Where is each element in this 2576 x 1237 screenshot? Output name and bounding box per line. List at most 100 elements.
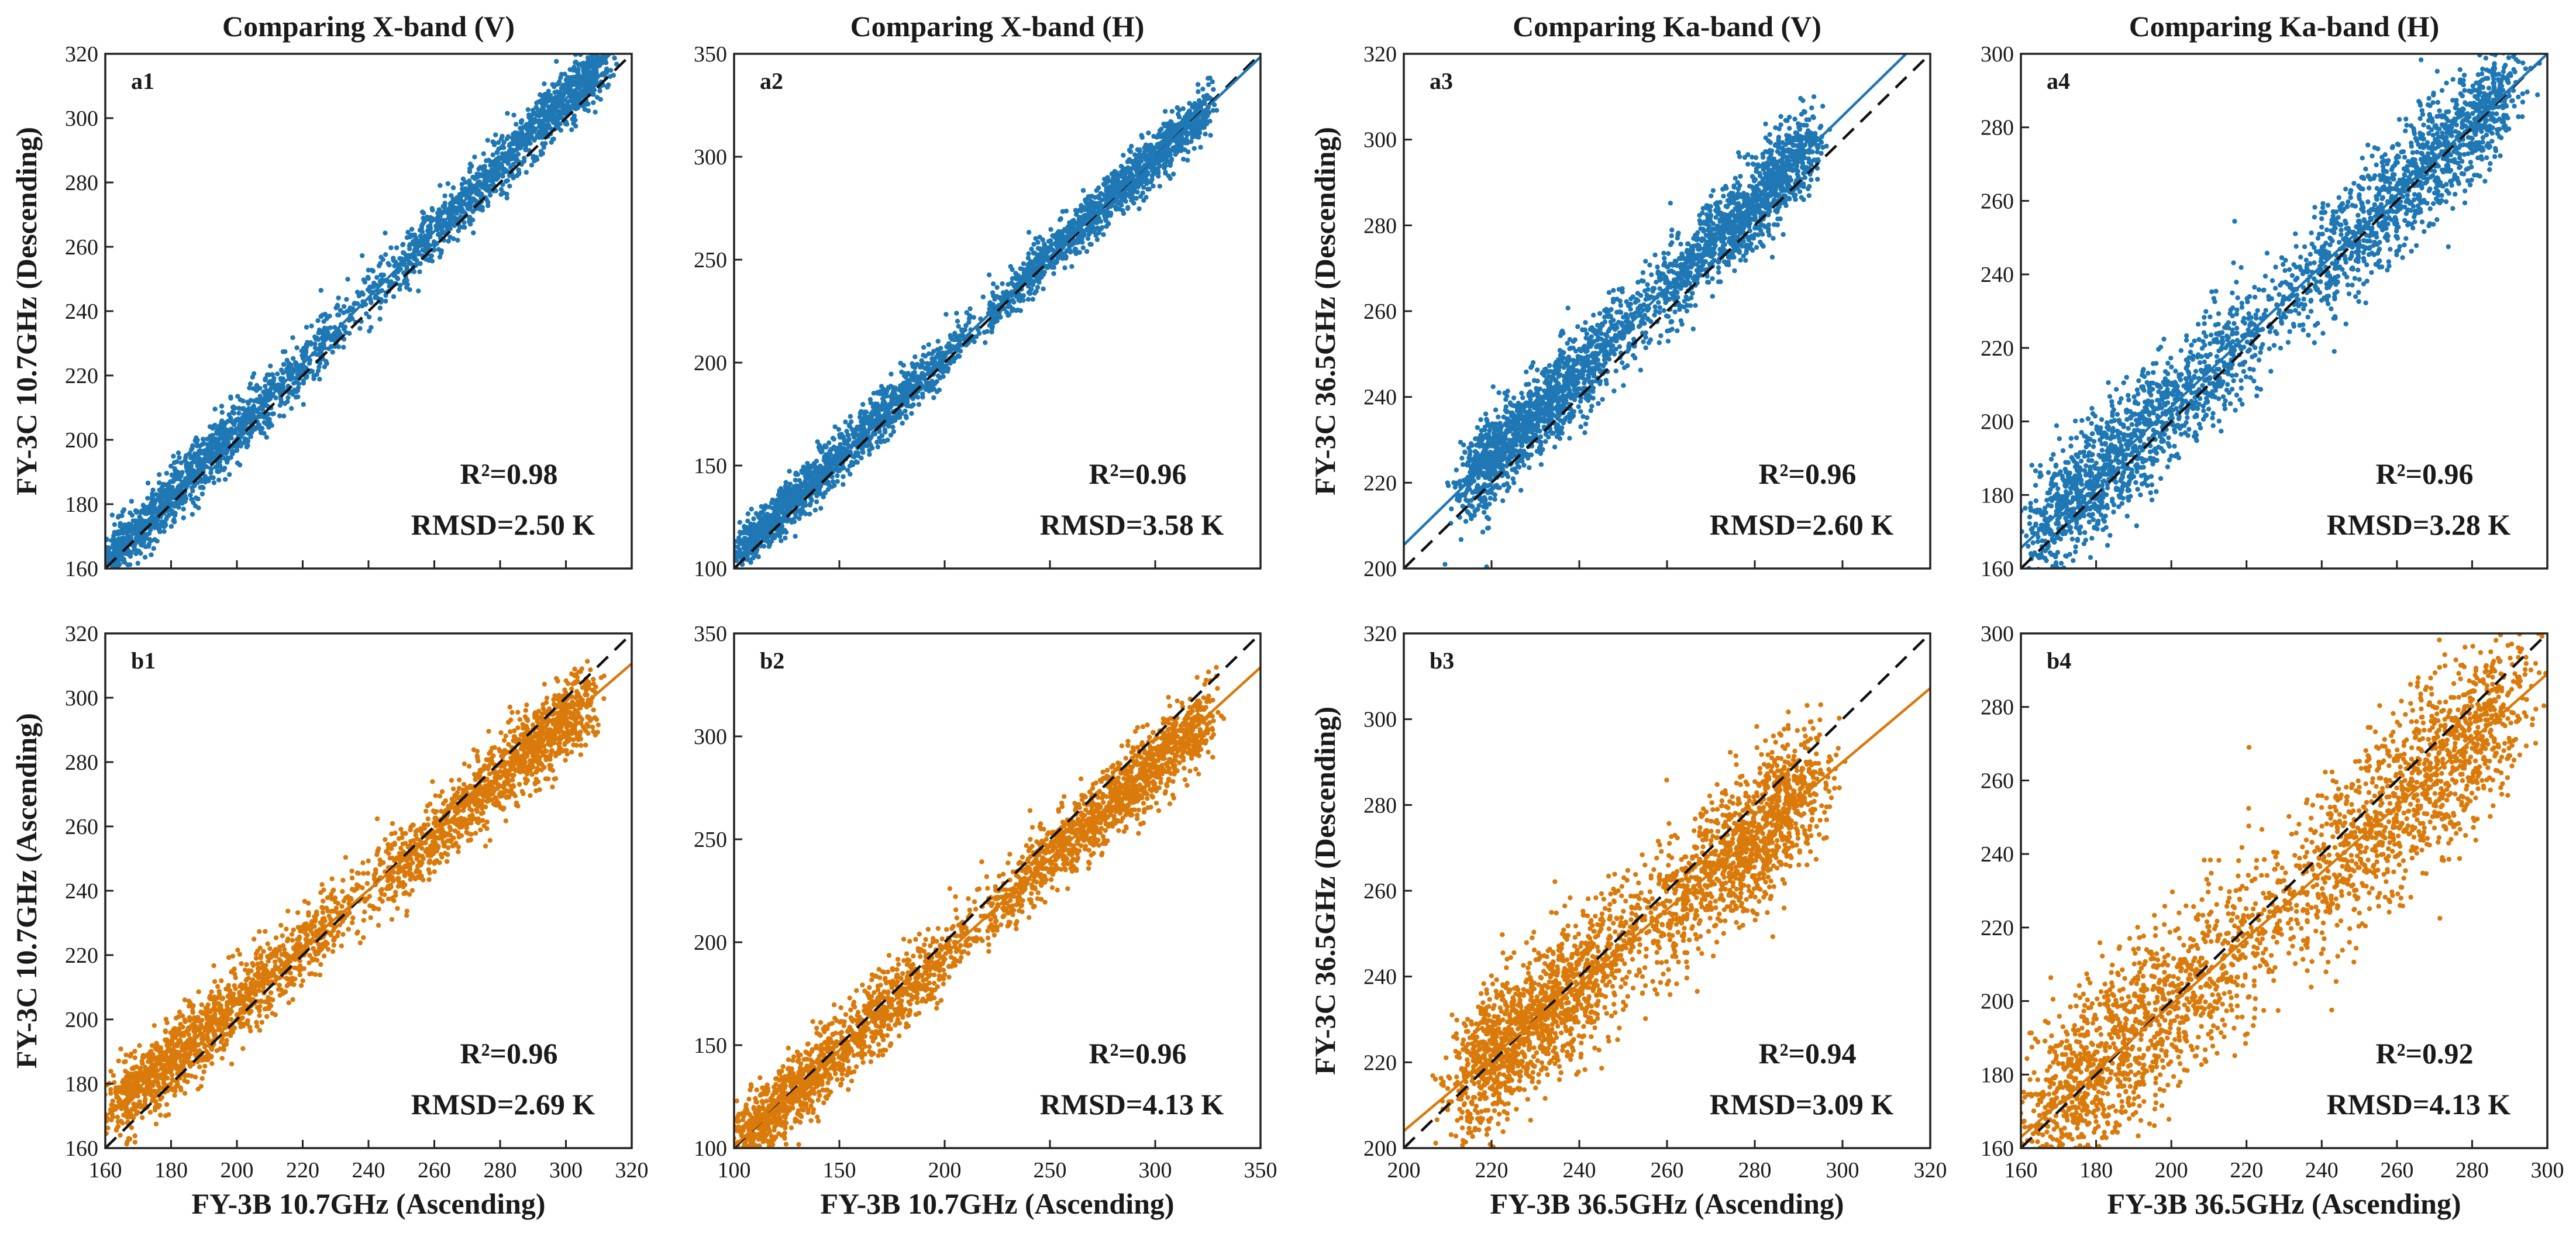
point	[803, 511, 808, 516]
point	[1121, 211, 1127, 216]
point	[304, 342, 309, 347]
point	[605, 46, 610, 50]
point	[194, 435, 199, 440]
point	[401, 250, 406, 256]
point	[1196, 98, 1202, 104]
point	[235, 394, 240, 399]
point	[289, 406, 294, 411]
point	[204, 464, 209, 470]
point	[109, 512, 115, 518]
identity-line-a1	[105, 54, 632, 568]
point	[319, 335, 325, 340]
point	[467, 183, 473, 188]
point	[356, 293, 361, 299]
point	[157, 496, 163, 501]
point	[541, 123, 546, 129]
point	[360, 291, 366, 297]
point	[252, 426, 257, 432]
point	[118, 521, 123, 526]
point	[496, 140, 501, 145]
point	[442, 203, 447, 208]
point	[1042, 243, 1048, 249]
point	[201, 436, 206, 442]
point	[532, 116, 538, 122]
point	[267, 387, 273, 393]
point	[1159, 154, 1165, 159]
point	[839, 432, 844, 437]
point	[986, 272, 992, 278]
point	[388, 245, 394, 250]
point	[1056, 253, 1062, 259]
point	[900, 421, 905, 426]
point	[807, 511, 812, 517]
point	[429, 253, 435, 259]
point	[557, 121, 563, 126]
point	[106, 551, 111, 556]
point	[402, 280, 408, 285]
point	[905, 371, 911, 376]
point	[516, 171, 521, 177]
point	[492, 142, 497, 147]
point	[589, 64, 595, 70]
point	[920, 394, 925, 400]
point	[146, 543, 151, 549]
point	[598, 44, 603, 49]
point	[1129, 143, 1134, 149]
point	[1168, 149, 1173, 154]
point	[855, 450, 860, 456]
point	[1030, 297, 1036, 302]
point	[481, 151, 486, 156]
point	[1034, 288, 1039, 294]
point	[605, 43, 609, 48]
point	[1125, 159, 1131, 164]
point	[574, 67, 580, 73]
point	[226, 412, 232, 418]
point	[1025, 263, 1031, 268]
point	[129, 498, 135, 504]
point	[230, 405, 236, 410]
point	[221, 426, 226, 431]
point	[209, 466, 214, 471]
point	[102, 615, 106, 620]
point	[1084, 249, 1090, 254]
point	[150, 493, 156, 498]
point	[538, 134, 543, 140]
point	[1056, 234, 1062, 239]
point	[502, 151, 507, 157]
point	[498, 156, 503, 161]
point	[376, 263, 382, 268]
point	[1206, 110, 1212, 116]
point	[871, 391, 876, 396]
point	[130, 518, 136, 523]
point	[450, 185, 456, 191]
point	[800, 503, 806, 509]
point	[405, 229, 411, 235]
point	[96, 550, 101, 555]
point	[121, 507, 127, 512]
point	[448, 220, 453, 226]
point	[514, 122, 519, 127]
point	[278, 388, 283, 394]
point	[1190, 112, 1196, 117]
point	[149, 538, 154, 543]
point	[505, 161, 511, 166]
point	[987, 323, 992, 328]
point	[467, 178, 472, 184]
point	[264, 435, 269, 440]
point	[597, 88, 602, 94]
point	[1181, 156, 1186, 162]
point	[1066, 242, 1072, 247]
point	[1176, 114, 1182, 120]
point	[959, 327, 965, 333]
point	[882, 427, 888, 433]
point	[541, 144, 546, 150]
point	[1121, 153, 1126, 158]
point	[1196, 132, 1201, 137]
point	[1025, 297, 1031, 302]
point	[812, 508, 818, 513]
point	[500, 182, 505, 187]
point	[335, 304, 340, 309]
point	[414, 237, 420, 243]
point	[495, 169, 501, 174]
point	[1010, 276, 1015, 281]
